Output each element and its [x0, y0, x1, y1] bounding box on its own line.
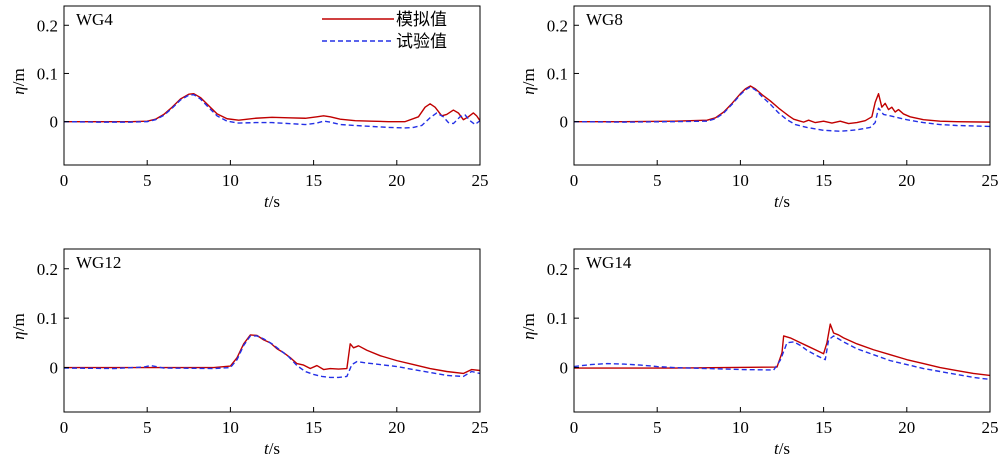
y-tick-label: 0.2	[547, 260, 568, 279]
x-tick-label: 20	[388, 171, 405, 190]
x-tick-label: 0	[570, 171, 579, 190]
x-tick-label: 10	[222, 171, 239, 190]
x-tick-label: 0	[60, 171, 69, 190]
x-axis-label-var: t	[264, 439, 270, 458]
plot-frame	[63, 248, 481, 413]
x-tick-label: 15	[815, 171, 832, 190]
x-tick-label: 25	[982, 418, 999, 437]
y-axis-label-unit: /m	[9, 313, 28, 331]
y-tick-label: 0	[50, 113, 59, 132]
panel-title: WG8	[586, 10, 623, 29]
x-tick-label: 5	[143, 418, 152, 437]
legend-label: 试验值	[396, 32, 447, 51]
x-axis-label: t/s	[264, 192, 280, 211]
x-axis-label-unit: /s	[779, 439, 790, 458]
y-tick-label: 0	[560, 359, 569, 378]
x-tick-label: 10	[732, 171, 749, 190]
panel-wg14: 0 5 10 15 20 25 0 0.1 0.2 WG14 t/s η/m	[519, 248, 999, 458]
x-axis-label: t/s	[264, 439, 280, 458]
x-tick-label: 0	[570, 418, 579, 437]
experimental-series-line	[64, 335, 480, 379]
x-tick-label: 25	[472, 171, 489, 190]
y-axis-label-var: η	[519, 86, 538, 94]
y-axis-label: η/m	[9, 313, 28, 339]
x-tick-label: 15	[305, 418, 322, 437]
x-tick-label: 5	[653, 171, 662, 190]
x-axis-label-var: t	[774, 439, 780, 458]
y-axis-label-var: η	[9, 331, 28, 339]
x-axis-label: t/s	[774, 439, 790, 458]
x-axis-label-unit: /s	[269, 192, 280, 211]
plot-frame	[573, 248, 991, 413]
y-tick-label: 0.2	[37, 260, 58, 279]
simulated-series-line	[64, 92, 480, 123]
panel-title: WG14	[586, 253, 632, 272]
y-tick-label: 0.2	[547, 16, 568, 35]
y-axis-label-var: η	[519, 331, 538, 339]
x-tick-label: 20	[388, 418, 405, 437]
x-tick-label: 25	[472, 418, 489, 437]
y-axis-label: η/m	[9, 68, 28, 94]
x-tick-label: 0	[60, 418, 69, 437]
y-tick-label: 0.1	[37, 309, 58, 328]
y-tick-label: 0	[560, 113, 569, 132]
simulated-series-line	[574, 85, 990, 125]
x-axis-label-var: t	[774, 192, 780, 211]
y-axis-label: η/m	[519, 68, 538, 94]
experimental-series-line	[64, 93, 480, 129]
x-axis-label-unit: /s	[269, 439, 280, 458]
x-tick-label: 10	[222, 418, 239, 437]
panel-wg12: 0 5 10 15 20 25 0 0.1 0.2 WG12 t/s η/m	[9, 248, 489, 458]
x-tick-label: 5	[143, 171, 152, 190]
panel-wg8: 0 5 10 15 20 25 0 0.1 0.2 WG8 t/s η/m	[519, 5, 999, 211]
y-tick-label: 0.1	[37, 64, 58, 83]
y-tick-label: 0.1	[547, 64, 568, 83]
plot-frame	[63, 5, 481, 166]
x-axis-label-unit: /s	[779, 192, 790, 211]
x-axis-label-var: t	[264, 192, 270, 211]
y-tick-label: 0.2	[37, 16, 58, 35]
y-axis-label-unit: /m	[519, 313, 538, 331]
y-axis-label-unit: /m	[519, 68, 538, 86]
y-tick-label: 0	[50, 359, 59, 378]
y-axis-label-var: η	[9, 86, 28, 94]
x-tick-label: 10	[732, 418, 749, 437]
experimental-series-line	[574, 335, 990, 381]
x-tick-label: 5	[653, 418, 662, 437]
x-tick-label: 15	[305, 171, 322, 190]
x-tick-label: 15	[815, 418, 832, 437]
simulated-series-line	[574, 323, 990, 377]
simulated-series-line	[64, 334, 480, 375]
legend-label: 模拟值	[396, 10, 447, 29]
plot-frame	[573, 5, 991, 166]
x-axis-label: t/s	[774, 192, 790, 211]
panel-title: WG4	[76, 10, 113, 29]
x-tick-label: 20	[898, 418, 915, 437]
y-tick-label: 0.1	[547, 309, 568, 328]
x-tick-label: 25	[982, 171, 999, 190]
x-tick-label: 20	[898, 171, 915, 190]
experimental-series-line	[574, 86, 990, 132]
y-axis-label: η/m	[519, 313, 538, 339]
panel-title: WG12	[76, 253, 121, 272]
y-axis-label-unit: /m	[9, 68, 28, 86]
